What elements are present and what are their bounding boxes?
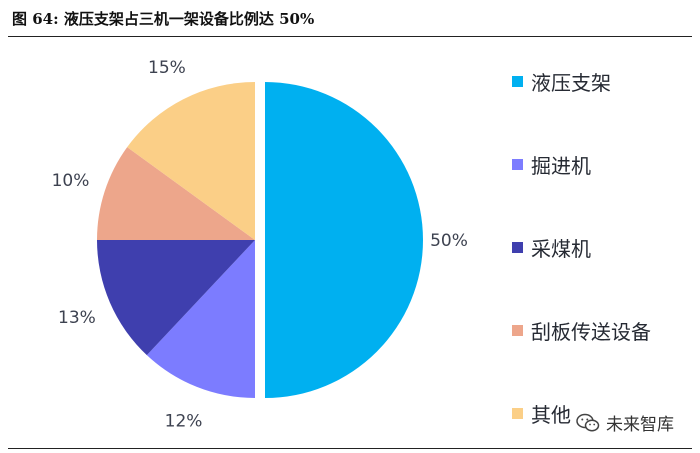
legend-item-other: 其他 (512, 398, 571, 428)
legend-swatch (512, 158, 523, 170)
slice-value-label: 50% (430, 231, 468, 251)
slice-roadheader (146, 240, 255, 398)
bottom-rule (8, 448, 692, 449)
slice-value-label: 13% (58, 308, 96, 328)
legend-swatch (512, 407, 523, 419)
legend-item-hydraulic-support: 液压支架 (512, 66, 611, 96)
slice-value-label: 12% (165, 411, 203, 431)
slice-value-label: 10% (52, 171, 90, 191)
legend-swatch (512, 75, 523, 87)
legend-item-roadheader: 掘进机 (512, 149, 591, 179)
legend-label: 其他 (531, 402, 571, 427)
slice-value-label: 15% (148, 58, 186, 78)
legend-label: 液压支架 (531, 70, 611, 95)
legend-label: 采煤机 (531, 236, 591, 261)
title-rule (8, 36, 692, 37)
chart-title: 图 64: 液压支架占三机一架设备比例达 50% (12, 10, 315, 28)
legend-swatch (512, 324, 523, 336)
legend-label: 掘进机 (531, 153, 591, 178)
slice-hydraulic-support (265, 82, 423, 398)
slice-scraper-conveyor (97, 147, 255, 240)
watermark: 未来智库 (576, 410, 674, 435)
legend-item-shearer: 采煤机 (512, 232, 591, 262)
wechat-icon (576, 413, 600, 431)
slice-other (127, 82, 255, 240)
legend-item-scraper-conveyor: 刮板传送设备 (512, 315, 651, 345)
legend-label: 刮板传送设备 (531, 319, 651, 344)
watermark-text: 未来智库 (606, 415, 674, 435)
slice-shearer (97, 240, 255, 356)
legend-swatch (512, 241, 523, 253)
